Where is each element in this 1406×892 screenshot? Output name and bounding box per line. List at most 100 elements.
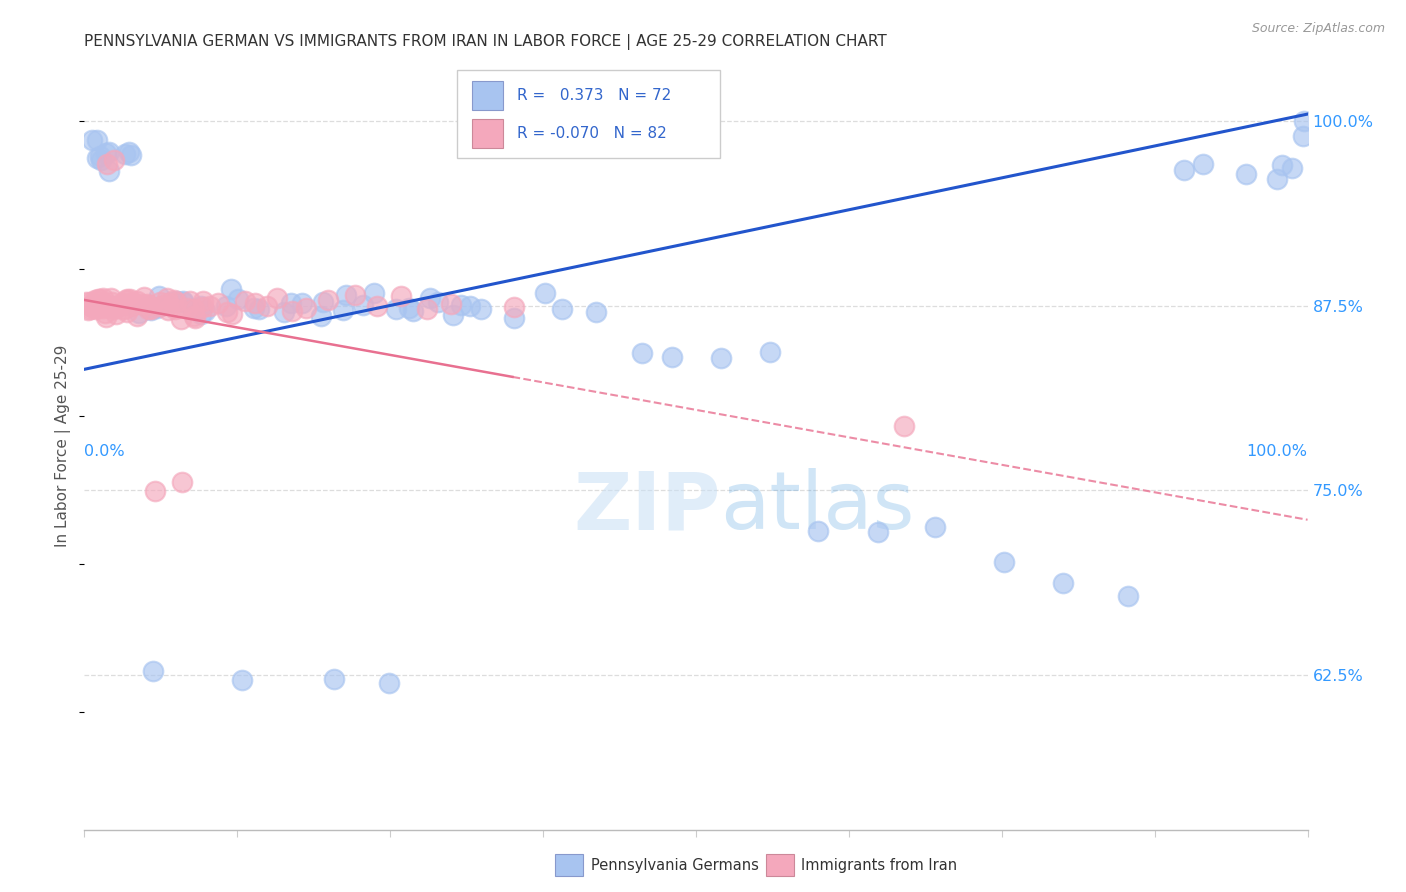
Point: [100, 300, 122, 314]
Point: [94, 300, 117, 314]
Point: [343, 288, 366, 302]
Text: Immigrants from Iran: Immigrants from Iran: [801, 858, 957, 872]
Point: [79, 299, 101, 313]
Point: [112, 301, 135, 316]
Point: [136, 301, 159, 315]
Point: [97, 164, 120, 178]
Point: [157, 296, 180, 310]
Point: [172, 475, 194, 489]
Point: [1191, 157, 1213, 171]
Point: [121, 299, 143, 313]
Y-axis label: In Labor Force | Age 25-29: In Labor Force | Age 25-29: [55, 345, 72, 547]
Point: [111, 298, 134, 312]
Point: [1173, 162, 1195, 177]
Point: [86, 133, 108, 147]
Point: [198, 299, 221, 313]
Text: 100.0%: 100.0%: [1247, 444, 1308, 459]
Point: [551, 301, 574, 316]
Point: [316, 293, 339, 307]
Point: [312, 295, 335, 310]
Point: [458, 299, 481, 313]
Text: atlas: atlas: [720, 468, 915, 547]
Point: [273, 305, 295, 319]
Point: [335, 288, 357, 302]
Point: [450, 297, 472, 311]
Point: [366, 299, 388, 313]
Point: [96, 310, 118, 324]
Point: [138, 298, 160, 312]
Point: [266, 291, 288, 305]
Point: [191, 300, 214, 314]
Point: [384, 302, 406, 317]
Point: [170, 312, 193, 326]
Point: [115, 293, 138, 307]
Point: [148, 295, 170, 310]
Point: [249, 302, 271, 317]
Point: [91, 291, 114, 305]
Point: [142, 664, 165, 678]
Point: [121, 295, 143, 310]
Point: [84, 293, 107, 307]
Point: [163, 302, 186, 317]
Point: [243, 296, 266, 310]
Point: [131, 296, 153, 310]
Point: [160, 295, 183, 310]
Point: [103, 300, 125, 314]
Point: [86, 301, 108, 316]
Point: [363, 286, 385, 301]
Point: [90, 153, 112, 167]
Text: Pennsylvania Germans: Pennsylvania Germans: [591, 858, 758, 872]
Point: [139, 303, 162, 318]
Point: [1292, 128, 1315, 143]
Point: [194, 303, 217, 318]
Point: [309, 310, 332, 324]
Point: [127, 294, 149, 309]
Point: [1292, 114, 1315, 128]
Point: [146, 301, 169, 315]
Text: R =   0.373   N = 72: R = 0.373 N = 72: [517, 88, 672, 103]
Point: [207, 296, 229, 310]
Point: [128, 306, 150, 320]
Point: [184, 311, 207, 326]
Point: [148, 289, 170, 303]
Point: [79, 294, 101, 309]
Point: [280, 304, 302, 318]
Point: [105, 307, 128, 321]
Point: [100, 291, 122, 305]
FancyBboxPatch shape: [472, 120, 503, 148]
Point: [503, 300, 526, 314]
Point: [440, 297, 463, 311]
Point: [157, 303, 180, 318]
Point: [94, 306, 117, 320]
Point: [101, 294, 124, 309]
Point: [96, 157, 118, 171]
Point: [402, 304, 425, 318]
Point: [84, 296, 107, 310]
Point: [172, 294, 194, 309]
Point: [91, 301, 114, 315]
Point: [295, 301, 318, 316]
Point: [1118, 589, 1140, 603]
Point: [190, 299, 212, 313]
Point: [89, 149, 111, 163]
Point: [352, 298, 374, 312]
Point: [243, 301, 266, 316]
Point: [280, 296, 302, 310]
Point: [93, 297, 115, 311]
Point: [114, 146, 136, 161]
Point: [332, 303, 354, 318]
Point: [291, 296, 314, 310]
Point: [323, 672, 346, 686]
Point: [215, 299, 238, 313]
Point: [96, 145, 118, 160]
Point: [79, 301, 101, 316]
Point: [419, 291, 441, 305]
Point: [89, 292, 111, 306]
Point: [1271, 158, 1294, 172]
Point: [77, 303, 100, 318]
Point: [82, 298, 104, 312]
Point: [105, 300, 128, 314]
Point: [125, 310, 148, 324]
Point: [86, 151, 108, 165]
Point: [136, 297, 159, 311]
